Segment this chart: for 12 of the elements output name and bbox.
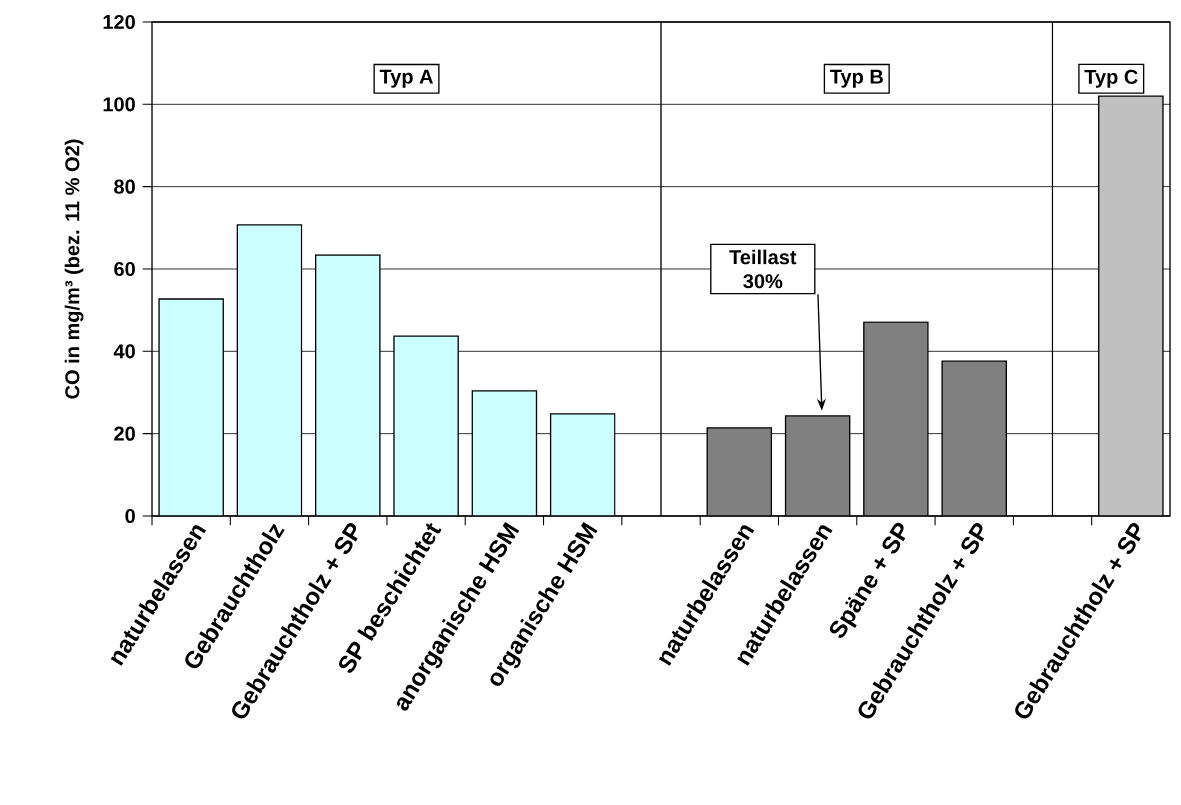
annotation: Typ A bbox=[379, 69, 433, 88]
y-tick-label: 40 bbox=[113, 344, 135, 359]
annotation: Typ C bbox=[1084, 69, 1138, 88]
y-tick-label: 60 bbox=[114, 261, 135, 277]
annotation: Typ B bbox=[829, 69, 883, 88]
y-tick-label: 80 bbox=[114, 179, 135, 194]
annotation: Teillast 30% bbox=[729, 249, 797, 289]
y-tick-label: 100 bbox=[103, 97, 135, 112]
y-axis-title: CO in mg/m³ (bez. 11 % O2) bbox=[64, 139, 84, 399]
y-tick-label: 120 bbox=[103, 14, 135, 30]
y-tick-label: 20 bbox=[114, 426, 135, 441]
y-tick-label: 0 bbox=[125, 508, 135, 524]
